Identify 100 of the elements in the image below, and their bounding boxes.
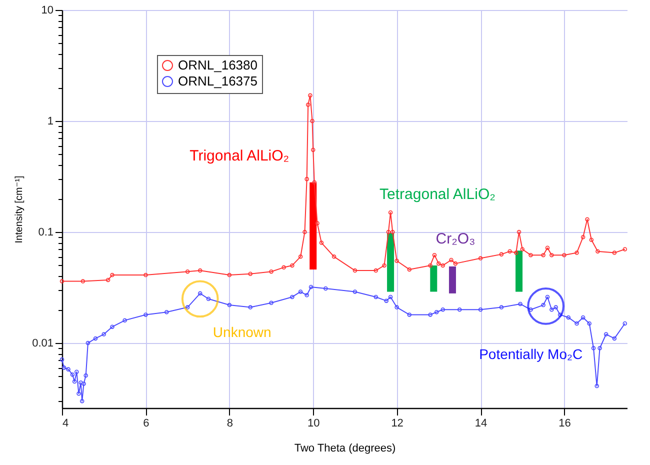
point	[516, 230, 522, 234]
point	[541, 252, 546, 258]
point	[545, 246, 550, 250]
point	[74, 370, 79, 374]
point	[144, 272, 148, 278]
point	[110, 324, 114, 329]
point	[308, 93, 312, 98]
point	[248, 305, 252, 310]
point	[596, 249, 600, 254]
point	[315, 221, 320, 226]
point	[290, 294, 294, 300]
point	[436, 261, 441, 266]
point	[332, 254, 336, 259]
point	[394, 258, 399, 263]
point	[580, 234, 586, 240]
point	[394, 305, 399, 310]
point	[84, 373, 88, 378]
point	[541, 302, 546, 308]
point	[110, 272, 114, 278]
legend-label: ORNL_16380	[178, 58, 258, 72]
point	[478, 308, 483, 312]
point	[324, 286, 328, 291]
point	[198, 291, 202, 296]
point	[388, 210, 393, 215]
point	[382, 263, 386, 268]
point	[352, 290, 358, 294]
point	[587, 321, 592, 326]
y-tick-label: 1	[47, 116, 54, 128]
point	[306, 102, 310, 107]
point	[122, 318, 127, 323]
x-tick-label: 14	[474, 418, 488, 430]
x-tick-label: 12	[391, 418, 404, 430]
bar	[310, 182, 317, 270]
point	[554, 305, 558, 310]
annotation: Unknown	[212, 324, 272, 340]
series-label: Cr₂O₃	[436, 230, 476, 248]
x-tick-label: 6	[143, 418, 150, 430]
point	[598, 346, 602, 350]
point	[70, 372, 75, 377]
point	[407, 312, 412, 317]
point	[206, 296, 211, 301]
point	[308, 284, 314, 290]
point	[612, 336, 617, 341]
point	[106, 278, 110, 282]
point	[86, 340, 90, 346]
point	[374, 294, 378, 300]
point	[66, 367, 70, 372]
point	[453, 261, 458, 266]
y-tick-label: 10	[41, 4, 54, 16]
point	[499, 305, 504, 310]
point	[562, 252, 566, 258]
x-tick-label: 10	[307, 418, 320, 430]
point	[144, 312, 148, 317]
point	[185, 269, 190, 274]
point	[478, 256, 483, 260]
point	[612, 250, 617, 255]
point	[457, 308, 462, 312]
series-label: Trigonal AlLiO₂	[190, 147, 290, 164]
y-tick-label: 0.01	[32, 338, 54, 350]
bar	[430, 265, 438, 292]
point	[310, 148, 316, 152]
point	[269, 300, 274, 306]
annotation: Potentially Mo₂C	[479, 346, 583, 362]
point	[428, 312, 432, 317]
point	[227, 272, 232, 278]
x-axis-title: Two Theta (degrees)	[294, 442, 396, 454]
y-axis-title: Intensity [cm⁻¹]	[14, 176, 26, 244]
point	[580, 315, 586, 320]
point	[508, 249, 512, 254]
point	[550, 252, 554, 258]
bar	[448, 266, 456, 294]
point	[227, 302, 232, 308]
point	[428, 263, 432, 268]
point	[514, 250, 518, 255]
point	[282, 265, 286, 270]
point	[185, 305, 190, 310]
point	[407, 267, 412, 272]
point	[528, 308, 533, 312]
point	[432, 252, 437, 258]
point	[566, 315, 571, 320]
point	[102, 332, 106, 336]
point	[72, 379, 77, 384]
point	[302, 230, 307, 234]
point	[499, 252, 504, 256]
point	[319, 240, 324, 245]
point	[589, 238, 594, 242]
point	[290, 263, 294, 268]
point	[528, 252, 533, 258]
point	[269, 269, 274, 274]
point	[80, 279, 86, 284]
point	[80, 398, 84, 404]
point	[164, 310, 169, 314]
point	[434, 310, 439, 314]
y-tick-label: 0.1	[38, 226, 54, 239]
point	[93, 336, 98, 341]
legend-label: ORNL_16375	[178, 74, 258, 88]
bar	[387, 233, 394, 292]
point	[440, 308, 445, 312]
point	[585, 217, 590, 222]
point	[594, 384, 599, 388]
